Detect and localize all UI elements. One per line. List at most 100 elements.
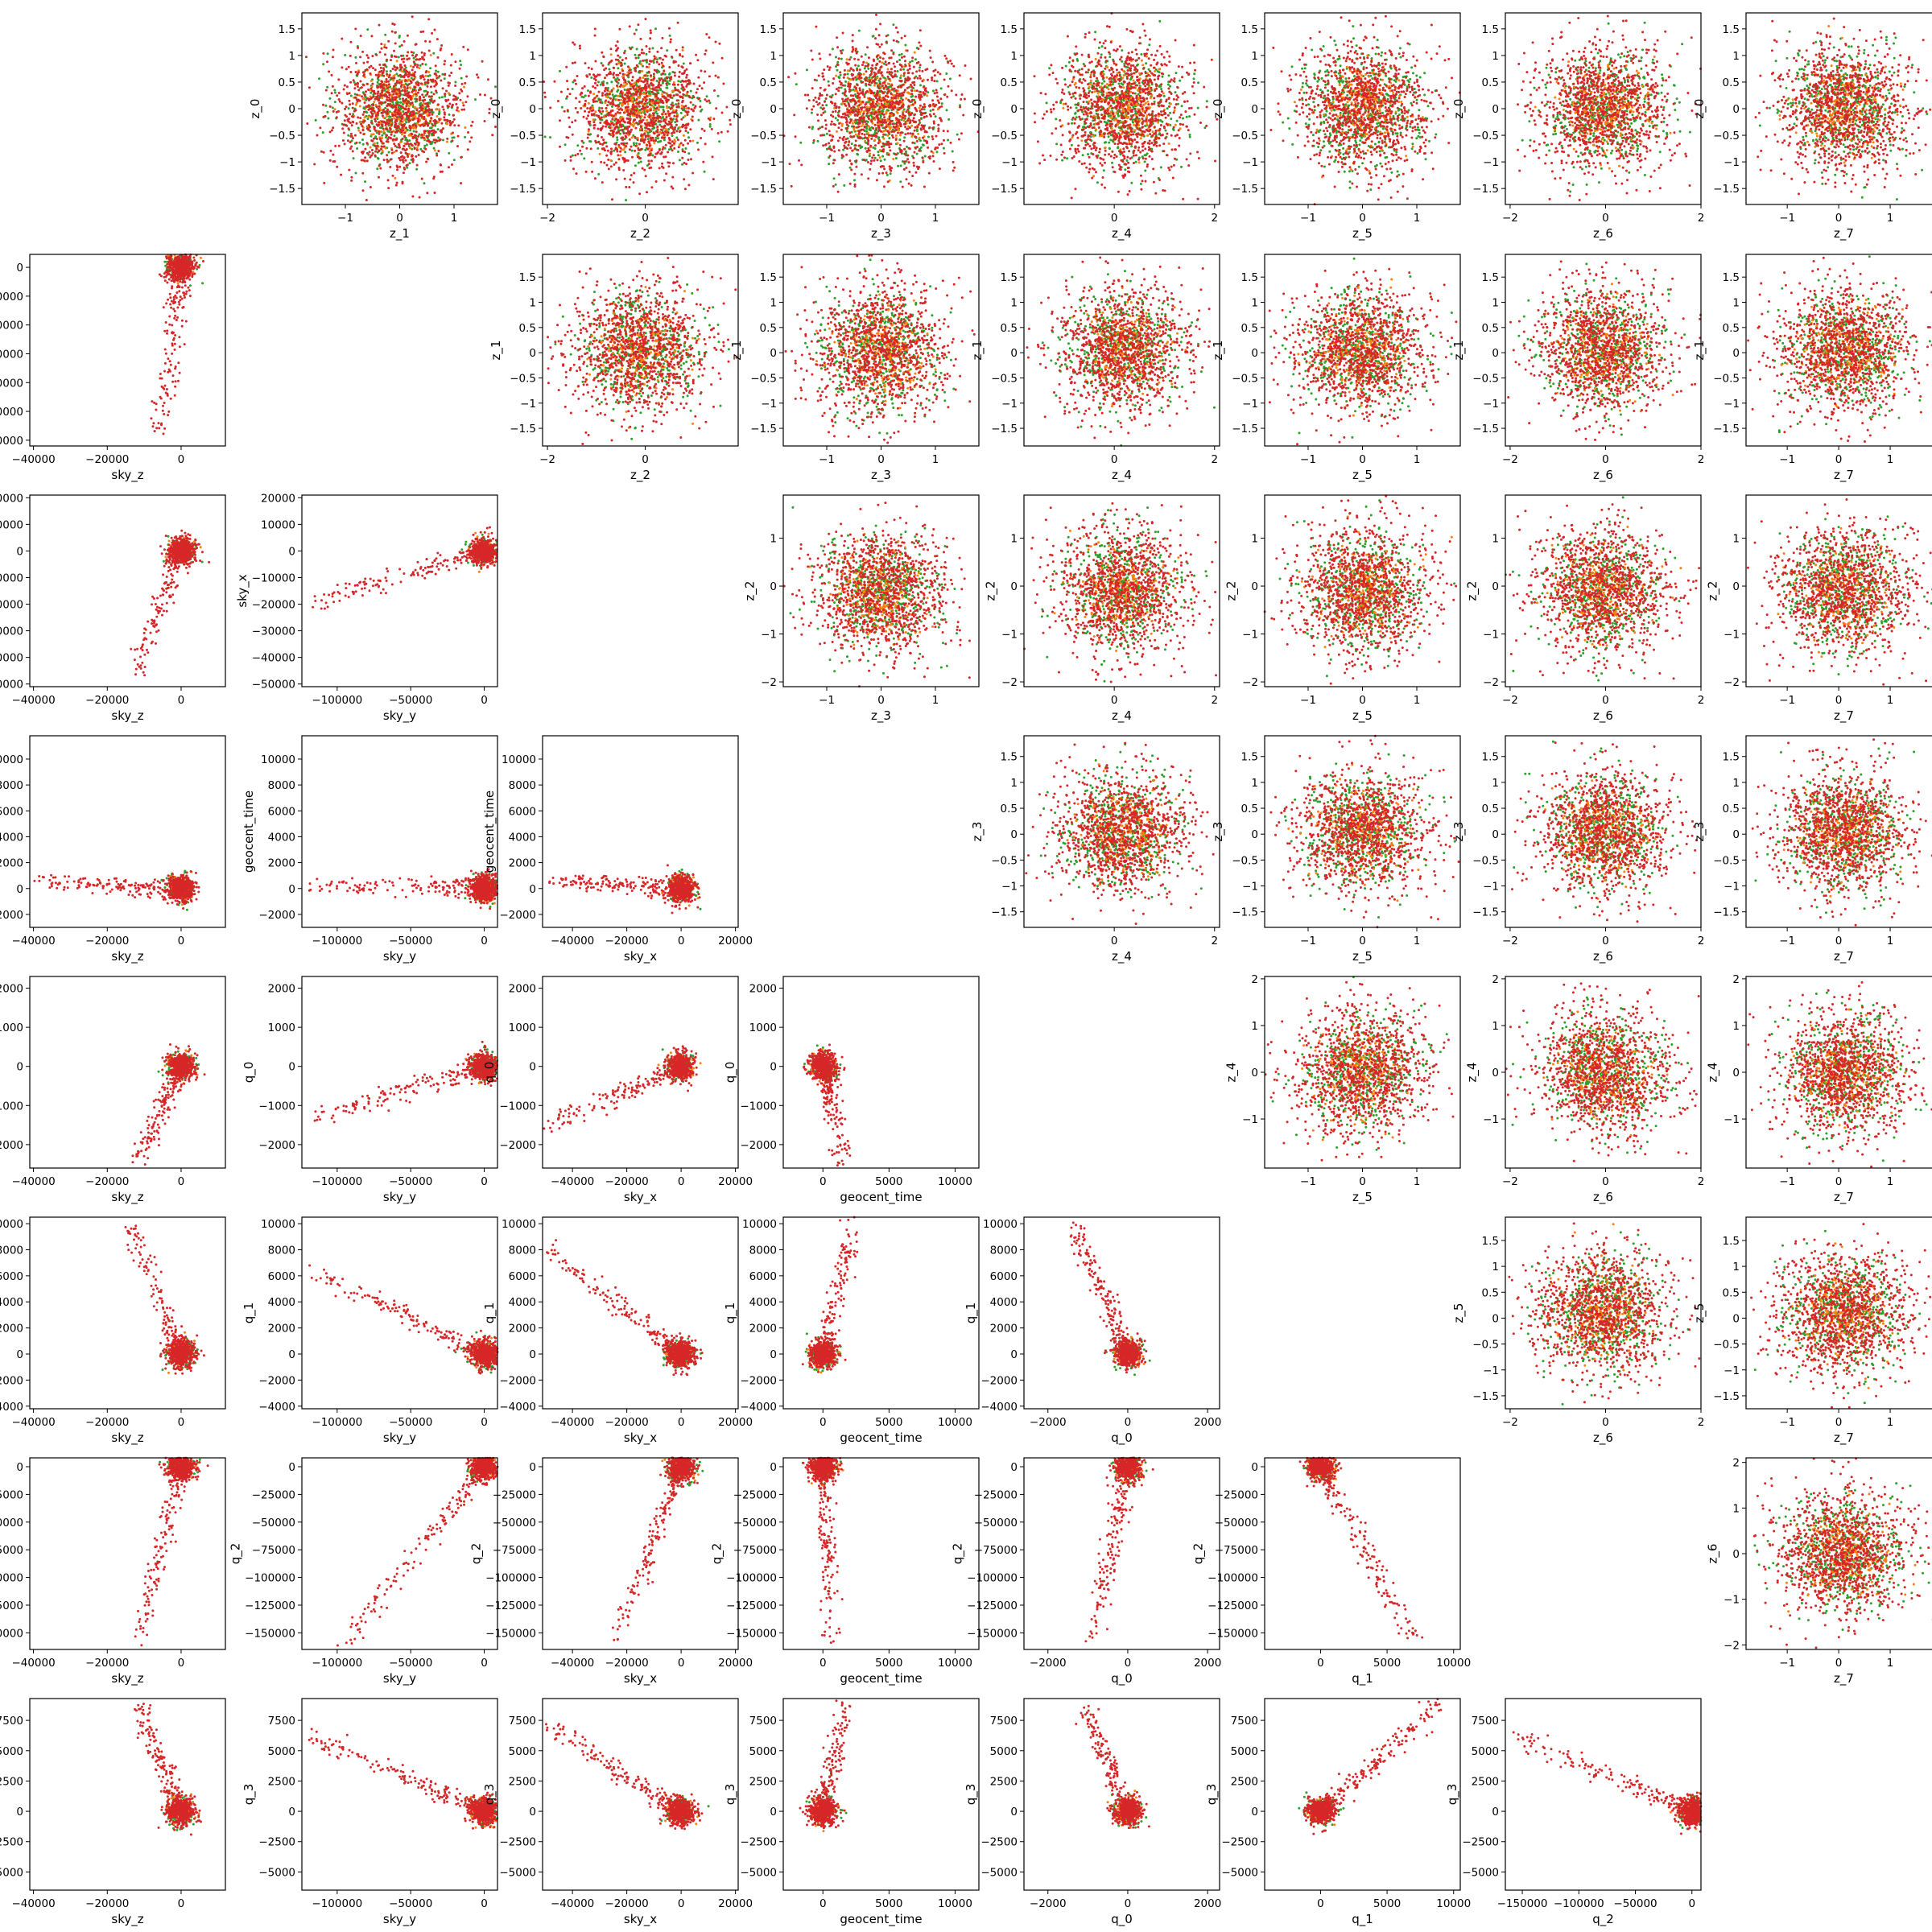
data-point: [418, 154, 420, 156]
data-point: [424, 40, 427, 43]
data-point: [396, 168, 398, 171]
data-point: [462, 46, 464, 48]
data-point: [341, 38, 343, 40]
data-point: [427, 91, 429, 93]
data-point: [325, 89, 328, 92]
data-point: [401, 70, 403, 72]
data-point: [388, 151, 390, 154]
data-point: [409, 147, 411, 149]
data-point: [386, 159, 388, 161]
data-point: [395, 118, 398, 121]
data-point: [403, 86, 406, 89]
data-point: [373, 138, 375, 140]
data-point: [444, 60, 446, 62]
data-point: [491, 134, 493, 136]
data-point: [387, 187, 390, 189]
data-point: [448, 92, 450, 94]
data-point: [386, 73, 388, 76]
data-point: [390, 59, 392, 61]
data-point: [403, 135, 406, 138]
data-point: [370, 134, 373, 136]
data-point: [431, 32, 433, 35]
data-point: [421, 150, 423, 152]
data-point: [459, 68, 461, 70]
data-point: [344, 108, 346, 110]
data-point: [423, 130, 426, 132]
data-point: [410, 97, 412, 99]
data-point: [440, 44, 443, 47]
data-point: [328, 70, 330, 72]
data-point: [388, 76, 390, 78]
data-point: [396, 182, 398, 184]
data-point: [393, 118, 395, 120]
data-point: [435, 70, 437, 72]
data-point: [401, 155, 403, 158]
data-point: [351, 115, 353, 118]
data-point: [423, 182, 426, 184]
data-point: [331, 92, 333, 94]
data-point: [436, 155, 438, 157]
data-point: [382, 114, 384, 117]
data-point: [372, 152, 374, 155]
data-point: [334, 108, 336, 110]
data-point: [444, 114, 446, 116]
data-point: [429, 120, 431, 122]
data-point: [416, 84, 419, 86]
data-point: [379, 51, 382, 53]
data-point: [402, 84, 405, 86]
data-point: [431, 91, 433, 93]
y-tick-label: −1: [279, 156, 295, 169]
data-point: [381, 125, 383, 127]
data-point: [344, 54, 346, 56]
data-point: [380, 148, 382, 151]
data-point: [451, 163, 453, 166]
data-point: [350, 180, 353, 182]
data-point: [395, 72, 398, 75]
data-point: [460, 89, 462, 91]
data-point: [383, 130, 386, 133]
data-point: [423, 99, 426, 101]
data-point: [378, 150, 380, 152]
data-point: [464, 101, 467, 103]
data-point: [405, 98, 407, 101]
data-point: [394, 90, 396, 93]
data-point: [354, 27, 357, 30]
data-point: [434, 149, 436, 151]
data-point: [386, 84, 388, 86]
data-point: [406, 55, 408, 57]
data-point: [408, 139, 411, 142]
data-point: [375, 104, 378, 106]
data-point: [349, 122, 352, 124]
data-point: [411, 68, 414, 71]
data-point: [390, 77, 393, 80]
data-point: [428, 114, 431, 117]
data-point: [370, 139, 373, 142]
data-point: [395, 56, 398, 58]
data-point: [394, 177, 396, 180]
data-point: [366, 159, 369, 162]
data-point: [424, 123, 427, 126]
data-point: [328, 97, 331, 100]
data-point: [359, 56, 361, 58]
data-point: [392, 79, 394, 81]
data-point: [371, 149, 374, 151]
data-point: [392, 68, 394, 70]
data-point: [343, 132, 345, 134]
data-point: [399, 64, 402, 66]
data-point: [349, 55, 352, 57]
data-point: [464, 136, 466, 138]
data-point: [404, 131, 407, 134]
data-point: [386, 87, 389, 89]
data-point: [376, 105, 378, 108]
data-point: [365, 68, 368, 71]
data-point: [378, 124, 380, 126]
data-point: [433, 147, 436, 150]
data-point: [351, 135, 353, 138]
data-point: [378, 99, 380, 101]
data-point: [434, 120, 436, 122]
data-point: [435, 64, 437, 67]
data-point: [377, 145, 379, 147]
data-point: [460, 99, 462, 101]
data-point: [429, 126, 431, 129]
data-point: [439, 75, 441, 77]
